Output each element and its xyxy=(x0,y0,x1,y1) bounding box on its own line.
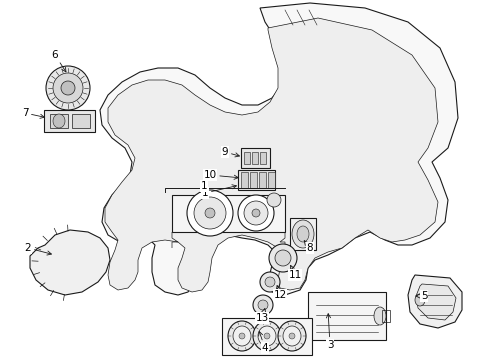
Ellipse shape xyxy=(61,81,75,95)
Text: 8: 8 xyxy=(304,241,313,253)
Ellipse shape xyxy=(227,321,256,351)
Ellipse shape xyxy=(239,333,244,339)
Ellipse shape xyxy=(288,333,294,339)
Ellipse shape xyxy=(278,321,305,351)
Polygon shape xyxy=(260,152,265,164)
Ellipse shape xyxy=(260,272,280,292)
Ellipse shape xyxy=(264,277,274,287)
Ellipse shape xyxy=(194,197,225,229)
Ellipse shape xyxy=(232,326,250,346)
Ellipse shape xyxy=(53,73,83,103)
Ellipse shape xyxy=(296,226,308,242)
Text: 5: 5 xyxy=(415,291,427,301)
Polygon shape xyxy=(241,148,269,168)
Text: 3: 3 xyxy=(325,314,333,350)
Text: 1: 1 xyxy=(200,181,207,191)
Polygon shape xyxy=(172,195,285,232)
Polygon shape xyxy=(289,218,315,250)
Ellipse shape xyxy=(373,307,385,325)
Text: 9: 9 xyxy=(221,147,239,157)
Polygon shape xyxy=(222,318,311,355)
Ellipse shape xyxy=(258,326,275,346)
Text: 11: 11 xyxy=(288,265,301,280)
Ellipse shape xyxy=(238,195,273,231)
Ellipse shape xyxy=(186,190,232,236)
Text: 2: 2 xyxy=(24,243,51,255)
Ellipse shape xyxy=(252,321,281,351)
Text: 10: 10 xyxy=(203,170,238,180)
Ellipse shape xyxy=(53,114,65,128)
Ellipse shape xyxy=(414,294,424,306)
Ellipse shape xyxy=(268,244,296,272)
Ellipse shape xyxy=(264,333,269,339)
Text: 13: 13 xyxy=(255,309,268,323)
Ellipse shape xyxy=(46,66,90,110)
Text: 1: 1 xyxy=(201,185,236,198)
Ellipse shape xyxy=(291,220,313,248)
Polygon shape xyxy=(307,292,385,340)
Ellipse shape xyxy=(204,208,215,218)
Ellipse shape xyxy=(266,193,281,207)
Polygon shape xyxy=(249,172,257,188)
Ellipse shape xyxy=(258,300,267,310)
Polygon shape xyxy=(238,170,274,190)
Text: 4: 4 xyxy=(258,332,268,353)
Polygon shape xyxy=(50,114,68,128)
Text: 6: 6 xyxy=(52,50,66,72)
Polygon shape xyxy=(44,110,95,132)
Polygon shape xyxy=(72,114,90,128)
Polygon shape xyxy=(241,172,247,188)
Ellipse shape xyxy=(274,250,290,266)
Text: 12: 12 xyxy=(273,285,286,300)
Polygon shape xyxy=(251,152,258,164)
Polygon shape xyxy=(407,275,461,328)
Polygon shape xyxy=(267,172,274,188)
Ellipse shape xyxy=(244,201,267,225)
Ellipse shape xyxy=(283,326,301,346)
Ellipse shape xyxy=(252,295,272,315)
Text: 7: 7 xyxy=(21,108,44,118)
Polygon shape xyxy=(100,3,457,295)
Polygon shape xyxy=(244,152,249,164)
Polygon shape xyxy=(259,172,265,188)
Polygon shape xyxy=(105,18,437,292)
Ellipse shape xyxy=(251,209,260,217)
Polygon shape xyxy=(30,230,110,295)
Polygon shape xyxy=(415,284,455,320)
